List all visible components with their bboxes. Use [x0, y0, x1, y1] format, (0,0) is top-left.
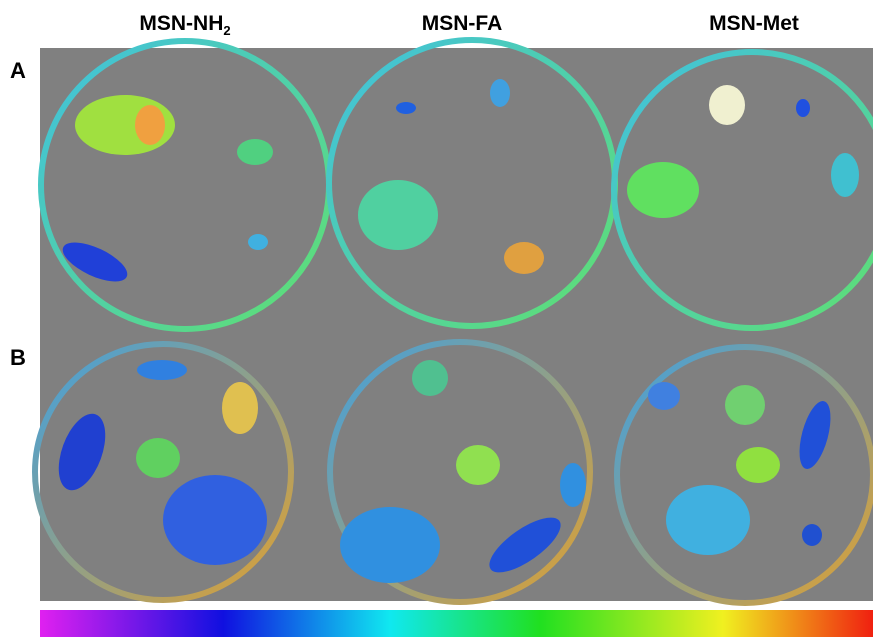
figure: MSN-NH2 MSN-FA MSN-Met A B	[0, 0, 873, 637]
organ	[396, 102, 416, 114]
organ	[456, 445, 500, 485]
organ	[136, 438, 180, 478]
organ	[490, 79, 510, 107]
organ	[504, 242, 544, 274]
color-bar	[40, 610, 873, 637]
organ	[725, 385, 765, 425]
organ	[666, 485, 750, 555]
organ	[248, 234, 268, 250]
organ	[237, 139, 273, 165]
organ	[736, 447, 780, 483]
organ	[358, 180, 438, 250]
organ	[796, 99, 810, 117]
organ	[163, 475, 267, 565]
organ	[802, 524, 822, 546]
organ	[135, 105, 165, 145]
organ	[340, 507, 440, 583]
organ	[648, 382, 680, 410]
image	[0, 0, 873, 637]
organ	[412, 360, 448, 396]
organ	[709, 85, 745, 125]
organ	[222, 382, 258, 434]
organ	[831, 153, 859, 197]
organ	[560, 463, 586, 507]
organ	[627, 162, 699, 218]
organ	[137, 360, 187, 380]
